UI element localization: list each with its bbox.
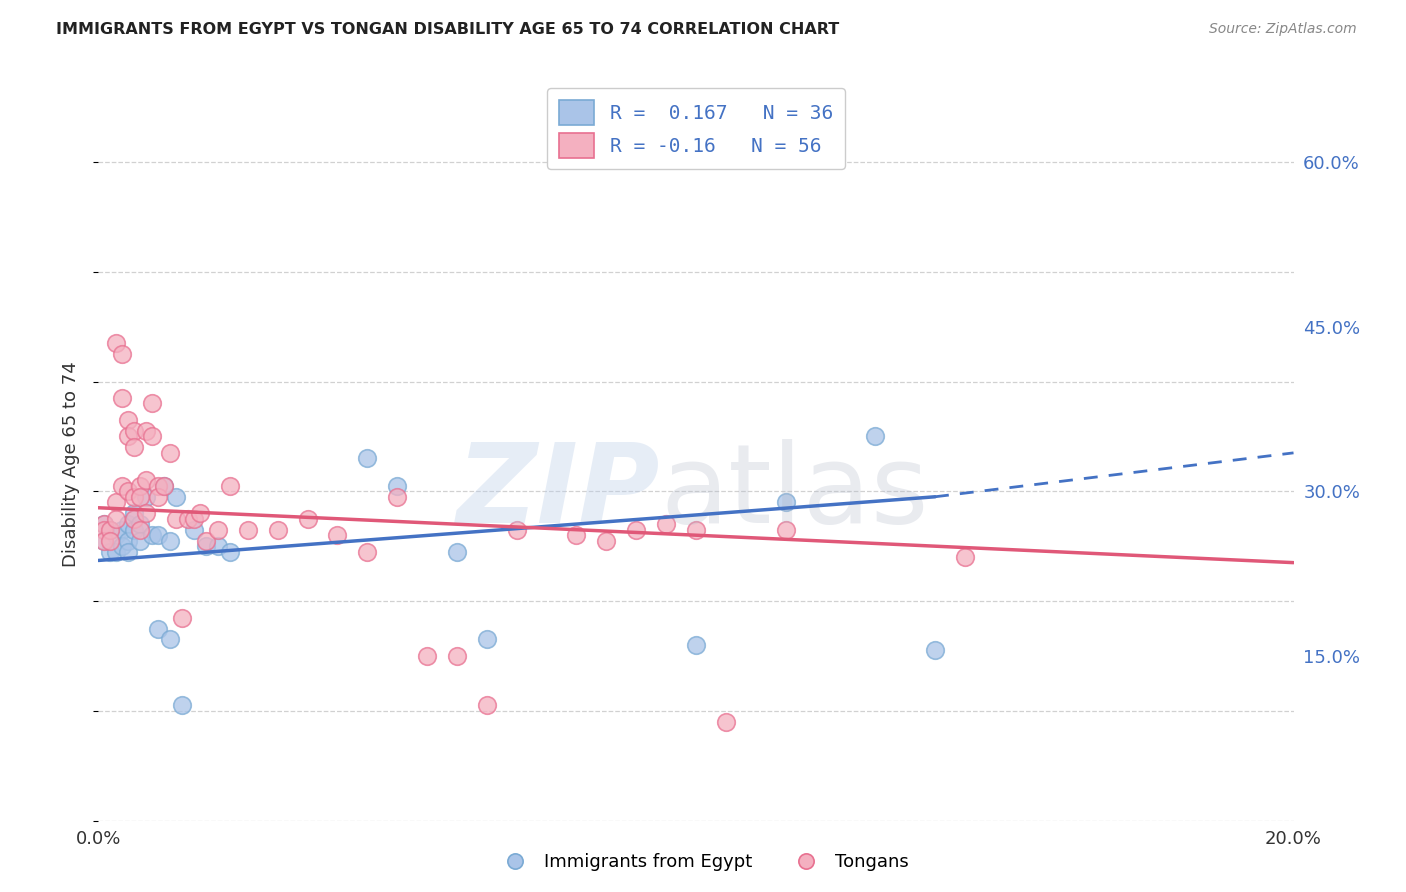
Point xyxy=(124,441,146,455)
Text: IMMIGRANTS FROM EGYPT VS TONGAN DISABILITY AGE 65 TO 74 CORRELATION CHART: IMMIGRANTS FROM EGYPT VS TONGAN DISABILI… xyxy=(56,22,839,37)
Point xyxy=(93,517,115,532)
Point xyxy=(195,539,218,553)
Point xyxy=(93,523,115,537)
Point xyxy=(267,523,290,537)
Point xyxy=(148,479,170,493)
Point xyxy=(129,517,152,532)
Point xyxy=(385,479,409,493)
Point xyxy=(93,533,115,548)
Point xyxy=(93,517,115,532)
Point xyxy=(159,446,181,460)
Point xyxy=(356,451,378,466)
Point xyxy=(865,429,887,443)
Point xyxy=(188,506,211,520)
Text: ZIP: ZIP xyxy=(457,439,661,546)
Point xyxy=(219,479,242,493)
Point xyxy=(135,490,157,504)
Point xyxy=(124,506,146,520)
Point xyxy=(117,429,139,443)
Point xyxy=(135,473,157,487)
Point xyxy=(111,391,134,405)
Point xyxy=(356,544,378,558)
Point xyxy=(111,479,134,493)
Text: atlas: atlas xyxy=(661,439,928,546)
Point xyxy=(148,528,170,542)
Point xyxy=(117,533,139,548)
Point xyxy=(159,533,181,548)
Point xyxy=(219,544,242,558)
Point xyxy=(165,512,187,526)
Point xyxy=(148,490,170,504)
Point xyxy=(105,512,128,526)
Point xyxy=(129,490,152,504)
Point xyxy=(183,523,205,537)
Point xyxy=(153,479,176,493)
Point xyxy=(105,528,128,542)
Point xyxy=(111,347,134,361)
Point xyxy=(124,512,146,526)
Text: Source: ZipAtlas.com: Source: ZipAtlas.com xyxy=(1209,22,1357,37)
Point xyxy=(105,336,128,351)
Y-axis label: Disability Age 65 to 74: Disability Age 65 to 74 xyxy=(62,361,80,566)
Point xyxy=(111,539,134,553)
Point xyxy=(98,533,122,548)
Legend: Immigrants from Egypt, Tongans: Immigrants from Egypt, Tongans xyxy=(489,847,917,879)
Point xyxy=(506,523,529,537)
Point xyxy=(129,533,152,548)
Point xyxy=(685,523,707,537)
Point xyxy=(111,523,134,537)
Point xyxy=(153,479,176,493)
Point xyxy=(124,490,146,504)
Point xyxy=(924,643,946,657)
Point xyxy=(98,523,122,537)
Point xyxy=(446,648,468,663)
Point xyxy=(565,528,588,542)
Point xyxy=(416,648,439,663)
Point xyxy=(117,413,139,427)
Point xyxy=(135,506,157,520)
Point xyxy=(124,424,146,438)
Point xyxy=(207,523,229,537)
Point xyxy=(165,490,187,504)
Point xyxy=(98,523,122,537)
Point xyxy=(117,544,139,558)
Point xyxy=(141,528,163,542)
Point xyxy=(446,544,468,558)
Point xyxy=(129,479,152,493)
Point xyxy=(775,523,797,537)
Point xyxy=(236,523,259,537)
Point xyxy=(207,539,229,553)
Point xyxy=(775,495,797,509)
Point xyxy=(953,550,976,565)
Point xyxy=(98,544,122,558)
Point xyxy=(117,484,139,499)
Point xyxy=(135,424,157,438)
Point xyxy=(475,698,498,713)
Point xyxy=(124,523,146,537)
Point xyxy=(685,638,707,652)
Point xyxy=(105,495,128,509)
Legend: R =  0.167   N = 36, R = -0.16   N = 56: R = 0.167 N = 36, R = -0.16 N = 56 xyxy=(547,88,845,169)
Point xyxy=(105,544,128,558)
Point xyxy=(148,622,170,636)
Point xyxy=(129,523,152,537)
Point xyxy=(172,610,194,624)
Point xyxy=(159,632,181,647)
Point xyxy=(172,698,194,713)
Point xyxy=(141,429,163,443)
Point xyxy=(475,632,498,647)
Point xyxy=(195,533,218,548)
Point xyxy=(626,523,648,537)
Point xyxy=(141,396,163,410)
Point xyxy=(326,528,349,542)
Point xyxy=(655,517,678,532)
Point xyxy=(183,512,205,526)
Point xyxy=(297,512,319,526)
Point xyxy=(714,714,737,729)
Point xyxy=(385,490,409,504)
Point xyxy=(595,533,617,548)
Point xyxy=(93,533,115,548)
Point xyxy=(117,517,139,532)
Point xyxy=(177,512,200,526)
